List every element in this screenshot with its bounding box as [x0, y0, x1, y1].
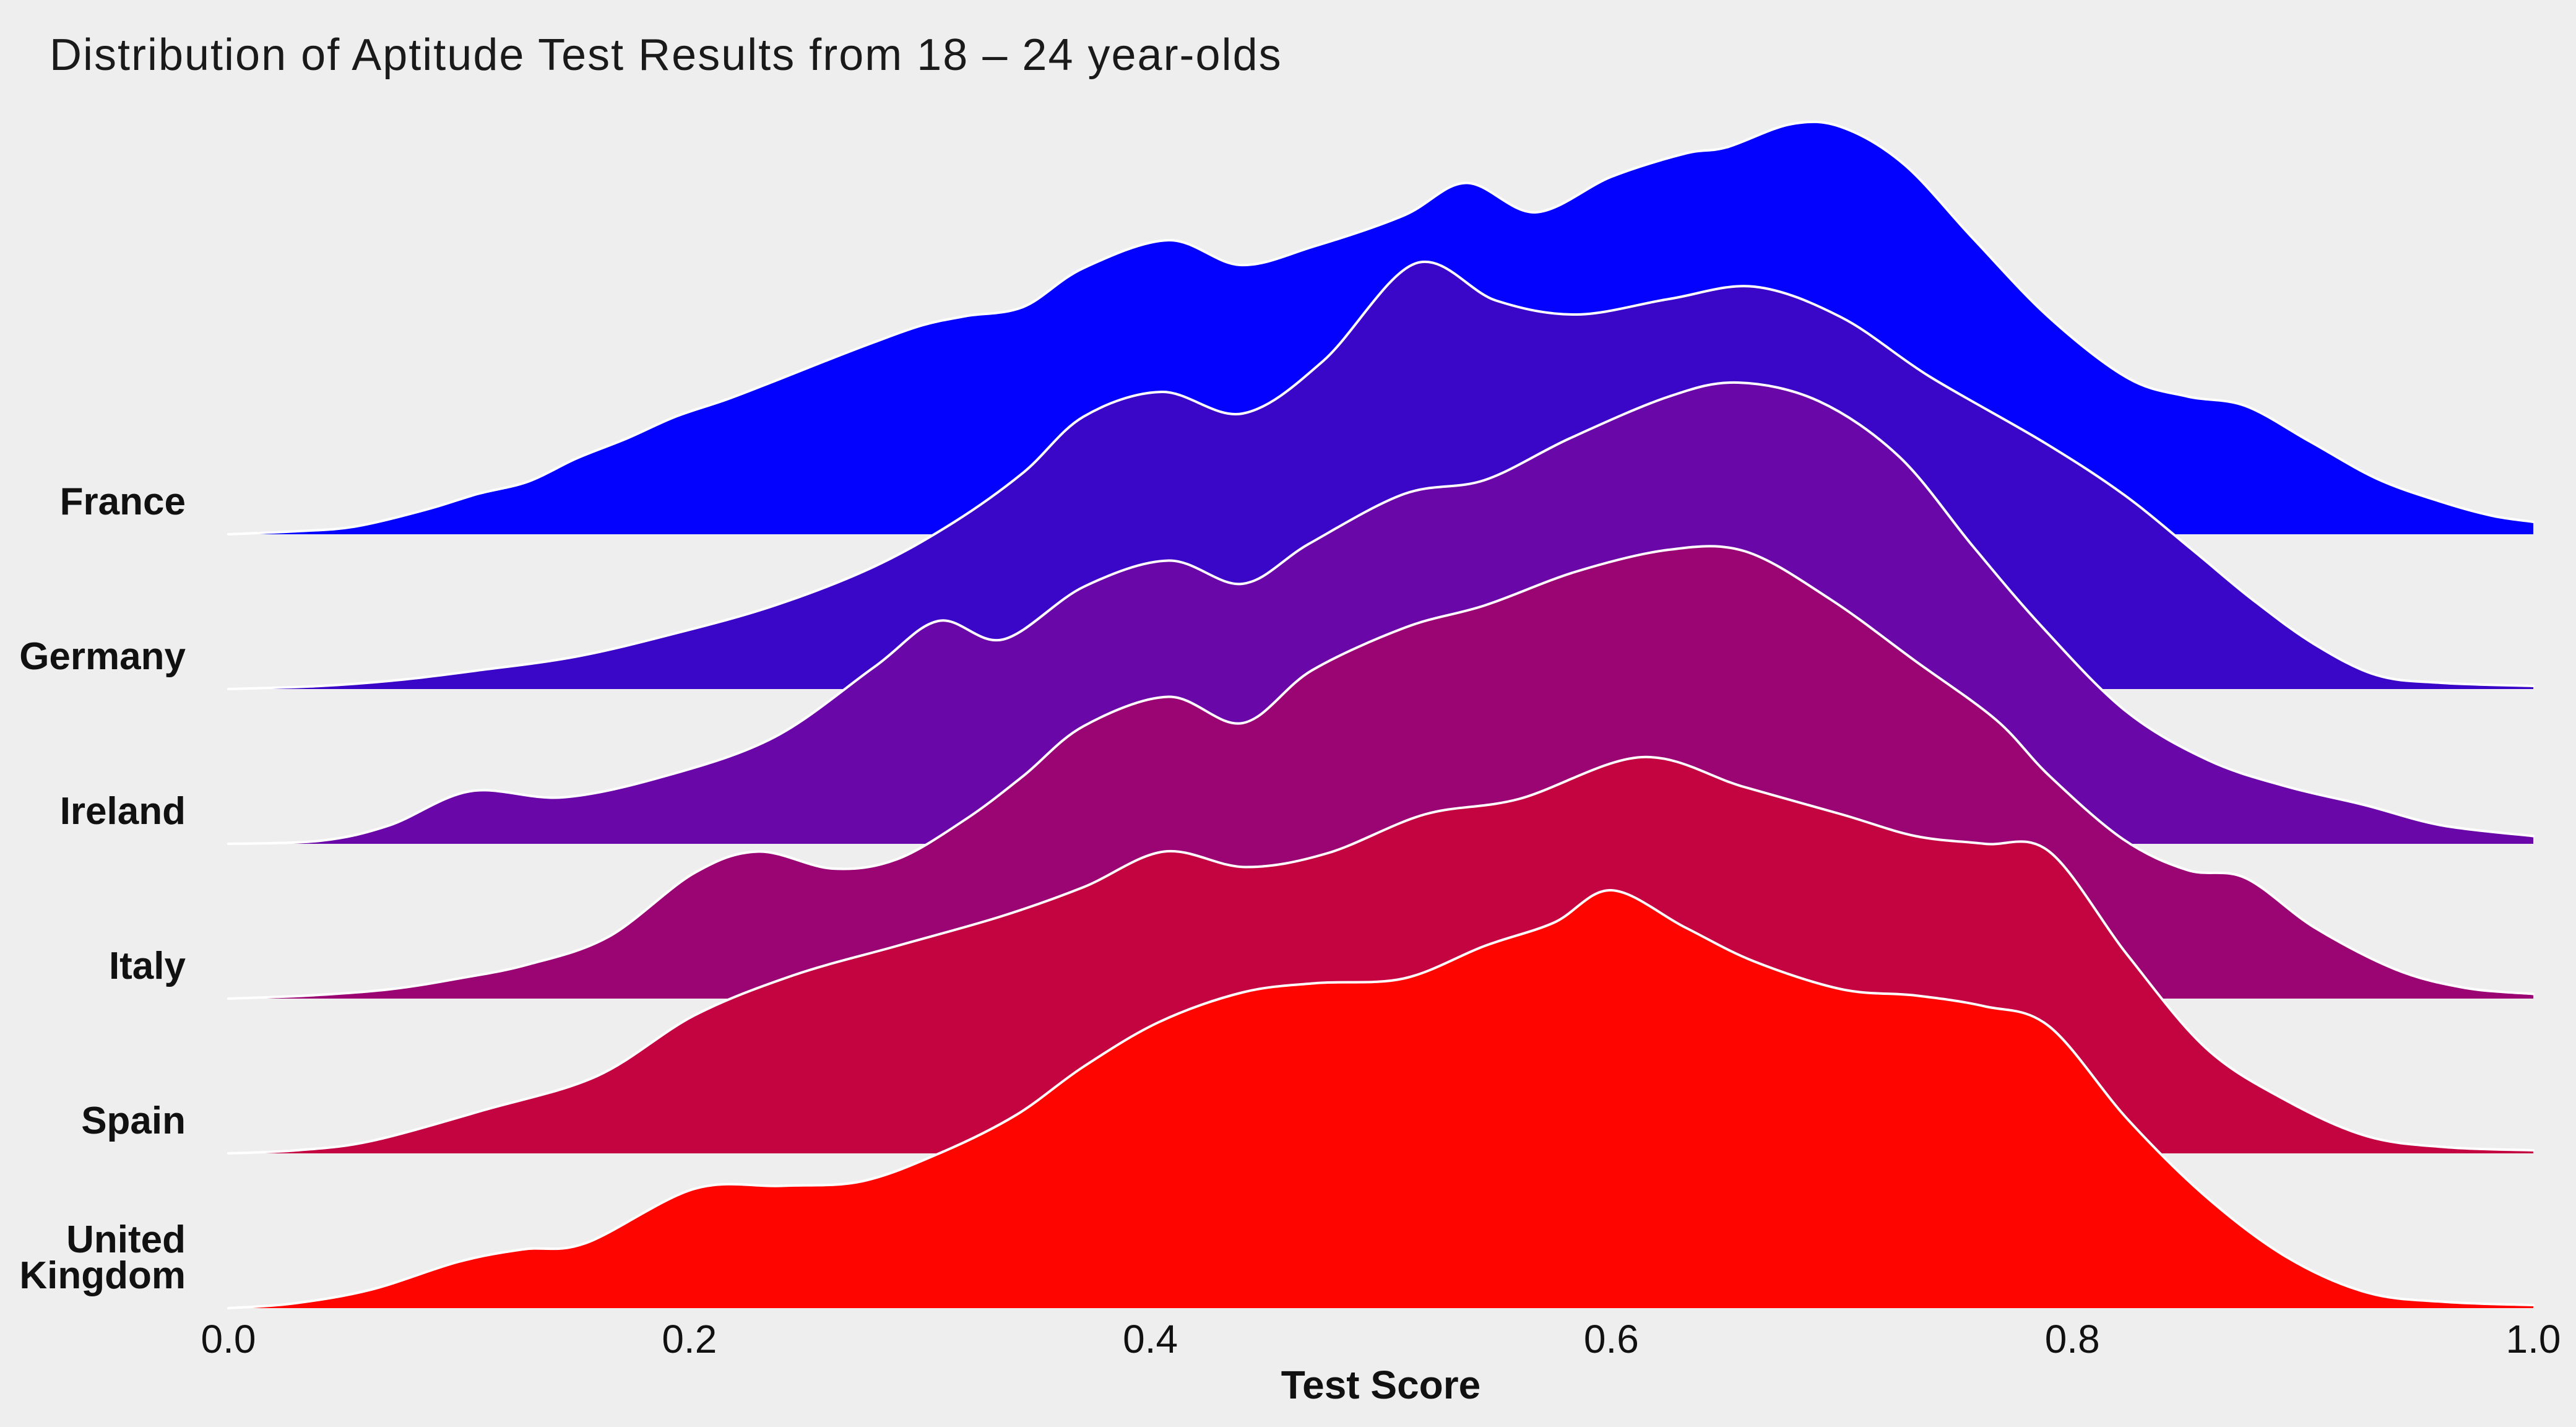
- row-label-france: France: [59, 480, 186, 523]
- x-tick-0.2: 0.2: [662, 1317, 717, 1361]
- x-tick-0.6: 0.6: [1583, 1317, 1639, 1361]
- country-label-column: France Germany Ireland Italy Spain United King…: [0, 0, 186, 1427]
- row-label-spain: Spain: [81, 1100, 186, 1142]
- row-label-united-kingdom: United Kingdom: [19, 1218, 186, 1297]
- row-label-germany: Germany: [19, 635, 186, 678]
- x-tick-0.8: 0.8: [2044, 1317, 2100, 1361]
- ridge-outline-germany: [227, 261, 2535, 690]
- ridge-area-united-kingdom: [228, 890, 2533, 1308]
- row-label-italy: Italy: [108, 945, 186, 987]
- row-label-ireland: Ireland: [59, 790, 186, 833]
- ridge-outline-ireland: [227, 381, 2535, 845]
- ridge-outline-united-kingdom: [227, 888, 2535, 1309]
- x-axis-title: Test Score: [1281, 1363, 1481, 1407]
- x-tick-1.0: 1.0: [2505, 1317, 2561, 1361]
- ridge-outline-france: [227, 120, 2535, 536]
- ridge-outline-spain: [227, 755, 2535, 1155]
- x-tick-0.0: 0.0: [201, 1317, 256, 1361]
- ridge-outline-italy: [227, 545, 2535, 1000]
- chart-title: Distribution of Aptitude Test Results fr…: [50, 30, 1282, 80]
- x-tick-0.4: 0.4: [1123, 1317, 1178, 1361]
